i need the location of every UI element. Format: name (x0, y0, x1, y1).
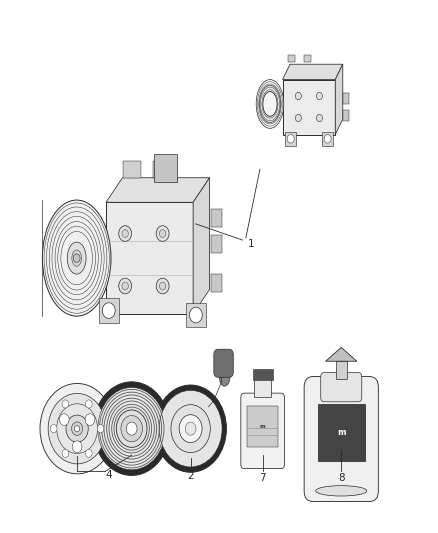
Text: 7: 7 (259, 473, 266, 482)
Bar (322, 132, 333, 146)
Bar (211, 235, 223, 253)
Circle shape (179, 415, 202, 442)
Circle shape (66, 415, 88, 442)
Circle shape (159, 282, 166, 290)
FancyBboxPatch shape (318, 403, 365, 461)
Circle shape (71, 422, 83, 435)
Circle shape (287, 134, 294, 143)
Ellipse shape (316, 486, 367, 496)
FancyBboxPatch shape (283, 79, 335, 134)
Circle shape (57, 404, 98, 454)
Bar (106, 203, 193, 314)
Circle shape (60, 414, 69, 425)
Ellipse shape (219, 367, 230, 386)
Bar (254, 377, 271, 398)
Circle shape (156, 225, 169, 241)
Circle shape (62, 400, 69, 408)
Polygon shape (283, 64, 343, 79)
Circle shape (156, 278, 169, 294)
Bar (247, 406, 278, 447)
Circle shape (324, 134, 331, 143)
Circle shape (40, 383, 114, 474)
Circle shape (93, 382, 170, 475)
Circle shape (62, 449, 69, 457)
Circle shape (126, 422, 137, 435)
Circle shape (119, 278, 131, 294)
Polygon shape (193, 177, 210, 314)
FancyBboxPatch shape (241, 393, 285, 469)
Ellipse shape (42, 200, 111, 316)
Bar (304, 55, 311, 62)
Circle shape (159, 230, 166, 237)
Bar (99, 298, 119, 323)
Bar (343, 93, 349, 104)
Bar (123, 161, 141, 177)
Ellipse shape (266, 98, 274, 111)
Circle shape (102, 303, 115, 318)
Bar (153, 161, 172, 177)
Ellipse shape (72, 250, 81, 266)
Ellipse shape (263, 92, 277, 116)
Bar (343, 110, 349, 121)
Circle shape (190, 307, 202, 323)
Bar (285, 132, 296, 146)
Circle shape (295, 92, 301, 100)
Circle shape (85, 414, 95, 425)
Polygon shape (335, 64, 343, 134)
Circle shape (155, 385, 226, 472)
Circle shape (316, 92, 322, 100)
Text: 8: 8 (338, 473, 345, 482)
Circle shape (295, 115, 301, 122)
Text: m: m (337, 427, 346, 437)
Circle shape (122, 230, 128, 237)
Circle shape (119, 225, 131, 241)
Text: 2: 2 (187, 472, 194, 481)
Bar (186, 303, 206, 327)
Text: 1: 1 (247, 239, 254, 248)
Circle shape (171, 405, 210, 453)
FancyBboxPatch shape (304, 376, 378, 502)
Text: 4: 4 (106, 470, 112, 480)
FancyBboxPatch shape (214, 349, 233, 377)
Polygon shape (325, 348, 357, 361)
Ellipse shape (67, 242, 86, 274)
Bar (288, 55, 295, 62)
Circle shape (159, 390, 222, 467)
Circle shape (117, 410, 147, 447)
Circle shape (50, 425, 57, 433)
Circle shape (74, 425, 80, 432)
Ellipse shape (263, 92, 277, 116)
Circle shape (122, 282, 128, 290)
Circle shape (48, 393, 106, 464)
Circle shape (85, 400, 92, 408)
Circle shape (73, 254, 80, 262)
Circle shape (85, 449, 92, 457)
Bar (253, 369, 273, 379)
Circle shape (316, 115, 322, 122)
Ellipse shape (256, 79, 284, 128)
Bar (211, 209, 223, 227)
Circle shape (97, 425, 104, 433)
Bar (211, 274, 223, 292)
FancyBboxPatch shape (321, 373, 362, 402)
Ellipse shape (259, 85, 280, 123)
Bar (336, 361, 347, 378)
Polygon shape (106, 177, 210, 203)
Text: m: m (260, 424, 265, 429)
Bar (154, 154, 177, 182)
Circle shape (72, 441, 82, 453)
Circle shape (98, 387, 166, 470)
Circle shape (121, 416, 142, 442)
Circle shape (185, 422, 196, 435)
